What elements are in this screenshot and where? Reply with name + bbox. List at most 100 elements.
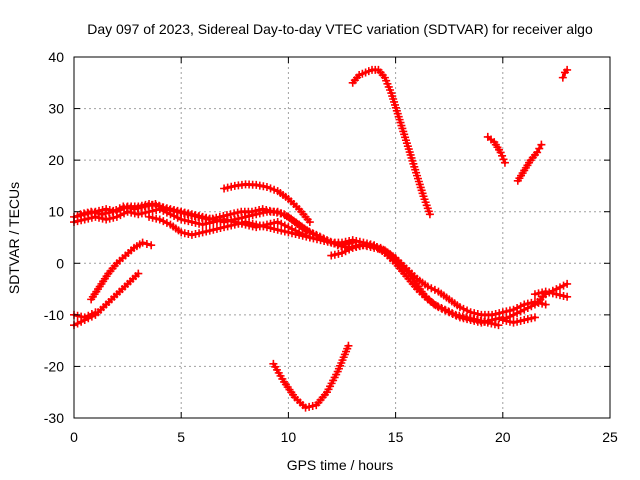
data-point (191, 218, 200, 227)
data-point (266, 224, 275, 233)
data-point (277, 226, 286, 235)
data-point (172, 207, 181, 216)
data-point (108, 207, 117, 216)
data-point (437, 303, 446, 312)
data-point (327, 251, 336, 260)
data-point (80, 313, 89, 322)
data-point (326, 237, 335, 246)
data-point (337, 242, 346, 251)
data-point (91, 308, 100, 317)
y-axis-label: SDTVAR / TECUs (6, 182, 22, 294)
data-point (209, 225, 218, 234)
data-point (162, 218, 171, 227)
data-point (463, 306, 472, 315)
data-point (516, 316, 525, 325)
data-point (180, 216, 189, 225)
series-track-m (513, 140, 546, 185)
data-point (205, 215, 214, 224)
data-point (527, 314, 536, 323)
data-point (334, 249, 343, 258)
data-point (187, 211, 196, 220)
data-point (488, 310, 497, 319)
data-point (97, 210, 106, 219)
data-point (227, 182, 236, 191)
data-point (487, 319, 496, 328)
data-point (495, 309, 504, 318)
data-point (322, 236, 331, 245)
data-point (73, 311, 82, 320)
data-point (537, 140, 546, 149)
data-point (80, 209, 89, 218)
data-point (509, 318, 518, 327)
data-point (187, 230, 196, 239)
data-point (159, 217, 168, 226)
data-point (197, 213, 206, 222)
data-point (505, 317, 514, 326)
data-point (520, 305, 529, 314)
series-track-d (145, 212, 314, 242)
data-point (227, 221, 236, 230)
data-point (558, 73, 567, 82)
data-point (473, 309, 482, 318)
data-point (112, 205, 121, 214)
data-point (377, 245, 386, 254)
x-tick-label: 20 (495, 429, 511, 445)
data-point (233, 208, 242, 217)
data-point (559, 281, 568, 290)
data-point (180, 229, 189, 238)
data-point (195, 229, 204, 238)
data-point (119, 202, 128, 211)
data-point (122, 203, 131, 212)
data-point (527, 302, 536, 311)
data-point (252, 220, 261, 229)
data-point (77, 312, 86, 321)
data-point (73, 319, 82, 328)
y-tick-label: -10 (44, 307, 64, 323)
data-point (195, 219, 204, 228)
data-point (190, 212, 199, 221)
data-point (355, 242, 364, 251)
data-point (338, 248, 346, 257)
data-point (301, 403, 310, 412)
data-point (280, 227, 289, 236)
data-point (237, 218, 246, 227)
data-point (295, 230, 304, 239)
data-point (245, 218, 254, 227)
data-point (126, 204, 135, 213)
data-point (513, 317, 522, 326)
data-point (466, 308, 475, 317)
data-point (142, 239, 151, 248)
data-point (462, 313, 471, 322)
data-point (498, 308, 507, 317)
x-tick-label: 10 (281, 429, 297, 445)
data-point (222, 211, 231, 220)
data-point (230, 220, 239, 229)
data-point (305, 218, 314, 227)
data-point (187, 218, 196, 227)
data-point (291, 230, 300, 239)
data-point (230, 209, 239, 218)
data-points (70, 65, 572, 412)
data-point (155, 201, 164, 210)
x-tick-label: 25 (602, 429, 618, 445)
data-point (423, 282, 432, 291)
data-point (258, 205, 267, 214)
data-point (133, 204, 142, 213)
series-track-c (76, 199, 503, 330)
series-track-f (327, 241, 550, 319)
data-point (148, 213, 157, 222)
data-point (134, 269, 143, 278)
data-point (220, 223, 229, 232)
data-point (308, 401, 317, 410)
data-point (305, 233, 314, 242)
data-point (87, 309, 96, 318)
data-point (169, 206, 178, 215)
data-point (130, 205, 139, 214)
data-point (563, 65, 572, 74)
data-point (241, 218, 250, 227)
data-point (305, 402, 314, 411)
data-point (215, 212, 224, 221)
data-point (559, 291, 568, 300)
series-track-k (348, 65, 434, 219)
data-point (255, 205, 264, 214)
